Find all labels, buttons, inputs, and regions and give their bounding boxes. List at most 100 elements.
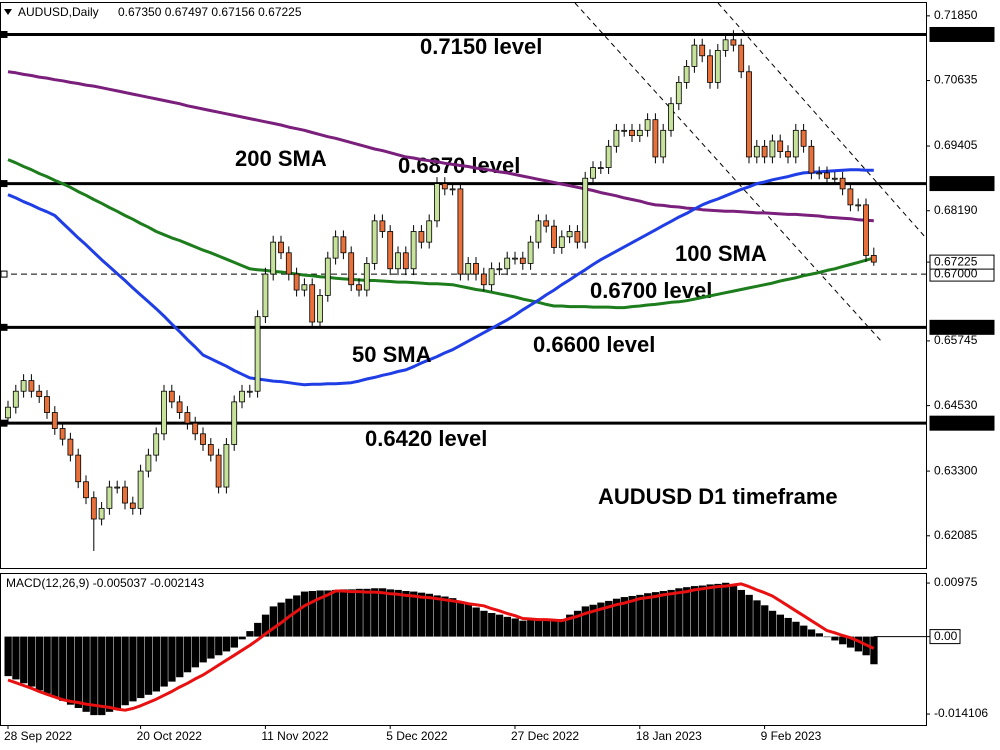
candle-body	[488, 268, 495, 286]
symbol-label: AUDUSD,Daily	[18, 5, 99, 19]
candle-body	[683, 66, 690, 83]
candle-body	[176, 401, 183, 413]
macd-bar	[66, 636, 75, 705]
candle-body	[870, 255, 877, 263]
macd-bar	[566, 614, 574, 637]
macd-bar	[846, 636, 855, 648]
candle-body	[184, 412, 191, 424]
candle-body	[137, 470, 144, 509]
macd-bar	[410, 591, 418, 637]
candle-body	[574, 231, 581, 243]
candle-body	[168, 390, 175, 403]
macd-bar	[254, 622, 262, 637]
candle-body	[254, 316, 261, 392]
candle-body	[582, 177, 589, 243]
x-tick-label: 28 Sep 2022	[4, 729, 72, 743]
macd-bar	[300, 591, 309, 637]
macd-bar	[776, 614, 784, 637]
candle-body	[621, 129, 628, 132]
candle-body	[480, 273, 487, 286]
macd-bar	[597, 602, 605, 637]
x-tick-label: 20 Oct 2022	[137, 729, 203, 743]
macd-bar	[316, 590, 324, 637]
macd-bar	[113, 636, 121, 709]
level-marker	[0, 323, 8, 331]
macd-bar	[714, 583, 722, 637]
macd-bar	[277, 602, 285, 637]
macd-bar	[324, 590, 332, 637]
macd-bar	[456, 601, 465, 637]
candle-body	[12, 390, 19, 408]
candle-body	[356, 284, 362, 291]
macd-bar	[612, 598, 621, 637]
candle-body	[98, 507, 105, 520]
macd-bar	[464, 604, 472, 637]
macd-bar	[698, 585, 706, 637]
y-tick-label: 0.71850	[934, 8, 978, 22]
candle-body	[363, 263, 370, 291]
candle-body	[644, 119, 651, 131]
candle-body	[496, 268, 503, 271]
candle-body	[753, 145, 760, 158]
sma-line	[7, 158, 875, 310]
candle-body	[504, 257, 511, 270]
candle-body	[278, 241, 284, 254]
candle-body	[28, 380, 35, 392]
macd-bar	[472, 607, 480, 637]
candle-body	[402, 252, 409, 270]
candle-body	[285, 252, 292, 275]
macd-bar	[636, 594, 644, 637]
candle-body	[535, 220, 542, 243]
macd-bar	[729, 586, 738, 637]
macd-bar	[191, 636, 199, 668]
annotation: AUDUSD D1 timeframe	[598, 484, 838, 509]
candle-body	[309, 284, 316, 323]
candle-body	[777, 140, 784, 153]
macd-bar	[495, 614, 504, 637]
macd-bar	[199, 636, 207, 663]
candle-body	[558, 236, 565, 248]
candle-body	[332, 236, 339, 259]
trend-channel-line	[717, 2, 927, 239]
level-text: 0.7150 level	[420, 34, 542, 59]
macd-bar	[620, 597, 628, 637]
macd-bar	[722, 582, 730, 637]
level-marker	[0, 180, 8, 188]
macd-bar	[534, 620, 543, 637]
candle-body	[808, 145, 815, 174]
y-tick-label: 0.68190	[934, 203, 978, 217]
trend-channel-line	[574, 2, 883, 343]
macd-bar	[605, 600, 613, 637]
macd-bar	[105, 636, 114, 712]
level-marker	[0, 30, 8, 38]
candle-body	[824, 172, 830, 179]
level-price-box	[929, 415, 995, 431]
candle-body	[629, 129, 635, 137]
macd-bar	[35, 636, 43, 691]
macd-bar	[480, 610, 488, 637]
sma-label: 50 SMA	[352, 342, 432, 367]
current-price-box	[929, 254, 995, 270]
candle-body	[293, 273, 300, 291]
candle-body	[816, 172, 823, 175]
candle-body	[59, 428, 66, 440]
macd-bar	[433, 595, 441, 637]
x-tick-label: 18 Jan 2023	[636, 729, 702, 743]
candle-body	[590, 167, 596, 179]
candle-body	[122, 486, 128, 504]
macd-bar	[441, 596, 449, 637]
macd-bar	[800, 625, 808, 637]
macd-title: MACD(12,26,9) -0.005037 -0.002143	[6, 576, 204, 590]
candle-body	[90, 497, 97, 520]
sma-line	[7, 168, 874, 387]
macd-bar	[137, 636, 145, 699]
level-price-label: 0.66000	[934, 320, 978, 334]
macd-bar	[417, 592, 426, 637]
candle-body	[114, 486, 121, 489]
macd-bar	[386, 589, 394, 637]
candle-body	[20, 380, 27, 392]
candle-body	[707, 55, 713, 83]
sma-label: 100 SMA	[675, 241, 767, 266]
candle-body	[785, 151, 791, 158]
y-tick-label: 0.00975	[934, 575, 978, 589]
